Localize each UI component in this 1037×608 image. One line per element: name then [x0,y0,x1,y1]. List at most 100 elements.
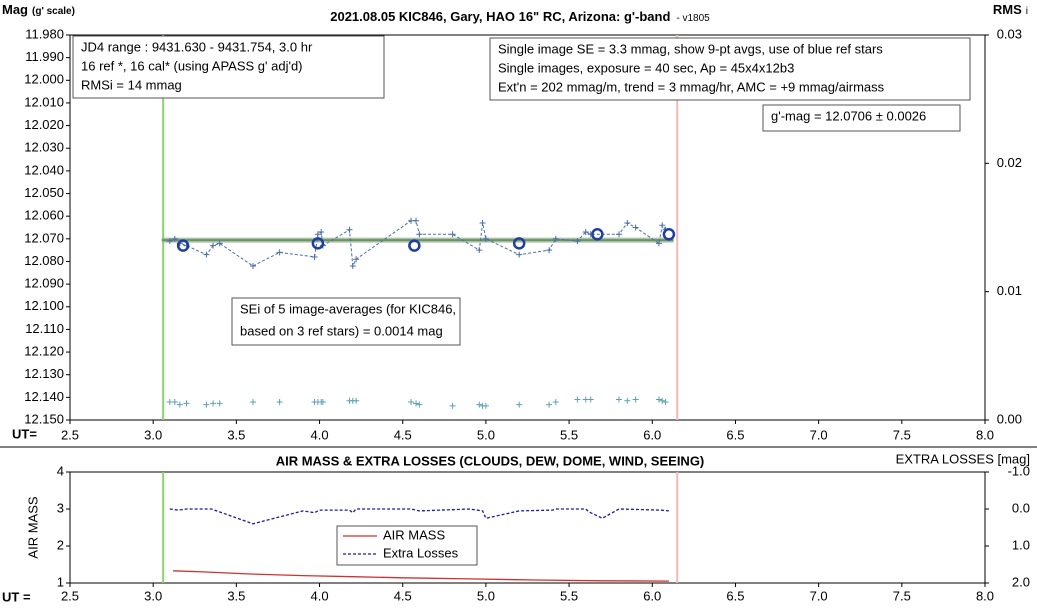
y-tick-label: 12.150 [24,411,64,426]
series-line [169,508,669,525]
chart-title-suffix: - v1805 [676,13,710,24]
point-marker [216,400,223,407]
point-marker [353,397,360,404]
x-tick-label: 3.5 [227,588,245,603]
result-text: g'-mag = 12.0706 ± 0.0026 [771,108,926,123]
y-tick-label: 12.050 [24,185,64,200]
x-axis-label: UT = [2,589,31,604]
point-marker [546,401,553,408]
average-marker [591,228,604,241]
average-marker [662,228,676,241]
point-marker [659,397,666,404]
average-marker [311,237,325,250]
y-label-main: Mag [2,2,28,17]
point-marker [210,400,217,407]
legend-label: AIR MASS [383,527,445,542]
point-marker [624,219,631,226]
plot-area [69,471,986,584]
point-marker [408,399,415,406]
x-tick-label: 6.0 [643,427,661,442]
point-marker [552,399,559,406]
y-tick-label: 12.120 [24,343,64,358]
average-marker [408,239,421,252]
info-left-text: JD4 range : 9431.630 - 9431.754, 3.0 hr [81,39,313,54]
sei-note-text: SEi of 5 image-averages (for KIC846, [240,301,456,316]
chart-title-main: 2021.08.05 KIC846, Gary, HAO 16" RC, Ari… [330,9,670,24]
series-line [173,570,669,582]
y-tick-label: 12.130 [24,366,64,381]
point-marker [574,396,581,403]
y2-tick-label: -1.0 [1008,463,1030,478]
y-tick-label: 4 [57,463,64,478]
y-tick-label: 12.000 [24,72,64,87]
point-marker [662,399,669,406]
x-tick-label: 5.0 [477,427,495,442]
y-tick-label: 3 [57,500,64,515]
y2-tick-label: 0.00 [997,411,1022,426]
x-tick-label: 6.5 [726,588,744,603]
x-axis-label: UT= [12,426,37,441]
point-marker [574,238,581,245]
point-marker [516,401,523,408]
x-tick-label: 5.5 [560,427,578,442]
y2-label-main: RMS [993,2,1022,17]
legend-label: Extra Losses [383,545,459,560]
y-tick-label: 11.980 [25,26,64,41]
x-tick-label: 3.0 [144,427,162,442]
point-marker [482,235,489,242]
point-marker [482,402,489,409]
plot-area [69,34,986,421]
point-marker [203,251,210,258]
point-marker [349,263,356,269]
point-marker [176,401,183,408]
y-tick-label: 12.090 [24,276,64,291]
point-marker [353,256,360,263]
x-tick-label: 3.0 [144,588,162,603]
point-marker [311,253,318,260]
point-marker [655,396,662,403]
y2-tick-label: 0.0 [1012,500,1030,515]
chart-title: AIR MASS & EXTRA LOSSES (CLOUDS, DEW, DO… [276,453,705,468]
point-marker [476,401,483,408]
info-right-text: Single images, exposure = 40 sec, Ap = 4… [498,60,794,75]
info-left-text: 16 ref *, 16 cal* (using APASS g' adj'd) [81,58,303,73]
point-marker [546,247,553,254]
point-marker [210,242,217,249]
x-tick-label: 8.0 [976,588,994,603]
point-marker [171,235,178,242]
y2-tick-label: 0.02 [997,155,1022,170]
chart-title: 2021.08.05 KIC846, Gary, HAO 16" RC, Ari… [330,9,710,24]
point-marker [216,240,223,247]
point-marker [624,397,631,404]
y-label-sub: (g' scale) [32,6,75,17]
y2-tick-label: 0.03 [997,26,1022,41]
y2-tick-label: 2.0 [1012,574,1030,589]
point-marker [449,231,456,238]
point-marker [616,231,622,238]
y-tick-label: 12.020 [24,117,64,132]
y2-label-sub: i [1026,6,1028,17]
sei-note-text: based on 3 ref stars) = 0.0014 mag [240,323,443,338]
point-marker [413,217,420,224]
x-tick-label: 4.0 [311,588,329,603]
info-right-text: Ext'n = 202 mmag/m, trend = 3 mmag/hr, A… [498,79,885,94]
point-marker [479,219,486,226]
y-tick-label: 1 [57,574,64,589]
x-tick-label: 2.5 [61,427,79,442]
point-marker [616,396,622,403]
point-marker [166,238,173,245]
point-marker [183,400,190,407]
info-left-text: RMSi = 14 mmag [81,77,182,92]
y-tick-label: 12.030 [24,140,64,155]
x-tick-label: 4.5 [394,427,412,442]
point-marker [203,401,210,408]
x-tick-label: 2.5 [61,588,79,603]
y2-axis-label: RMS i [993,2,1028,17]
point-marker [552,235,559,242]
result-box [762,104,961,132]
x-tick-label: 7.5 [893,588,911,603]
point-marker [318,229,325,236]
y2-tick-label: 0.01 [997,283,1022,298]
